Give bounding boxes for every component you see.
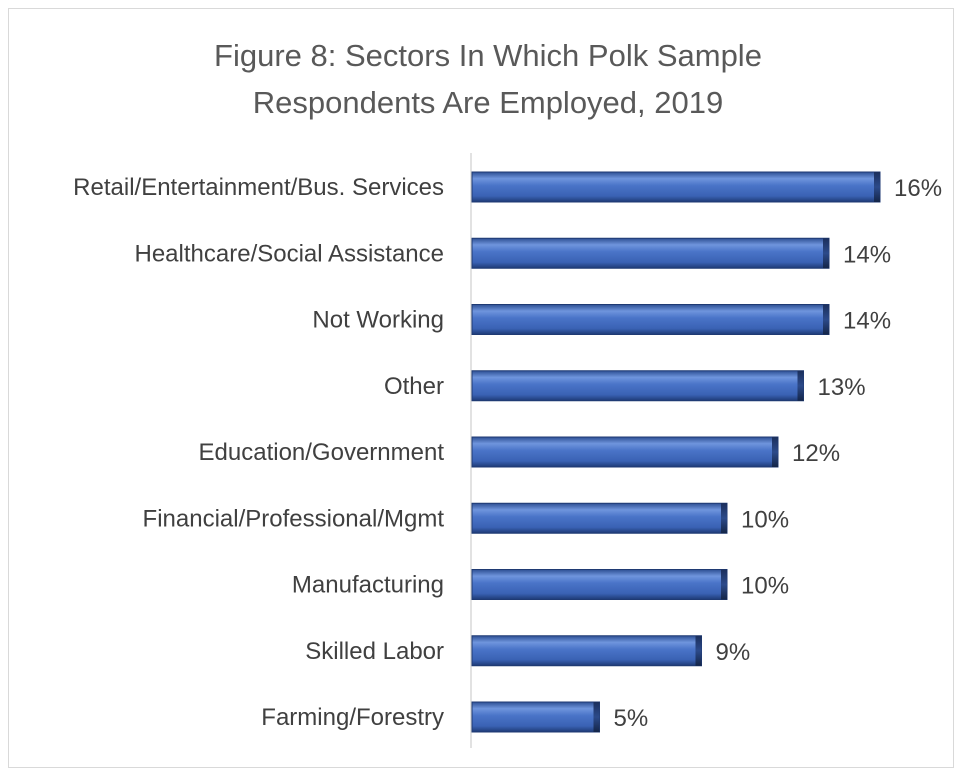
data-label: 12% — [792, 440, 840, 467]
bar — [471, 370, 804, 402]
bar — [471, 237, 830, 269]
bar-end-cap — [721, 569, 727, 600]
bar — [471, 436, 779, 468]
category-label: Healthcare/Social Assistance — [135, 240, 445, 267]
bar-end-cap — [721, 503, 727, 534]
category-label: Education/Government — [199, 439, 445, 466]
category-label: Financial/Professional/Mgmt — [143, 505, 445, 532]
bar-end-cap — [772, 437, 778, 467]
data-label: 14% — [843, 308, 891, 335]
bar-end-cap — [823, 238, 829, 269]
data-label: 9% — [716, 639, 751, 666]
category-label: Skilled Labor — [305, 638, 444, 665]
chart-title-line-2: Respondents Are Employed, 2019 — [252, 85, 724, 120]
data-label: 10% — [741, 506, 789, 533]
category-label: Manufacturing — [292, 572, 444, 599]
bar — [471, 171, 881, 203]
bar-end-cap — [695, 635, 702, 666]
chart-title-line-1: Figure 8: Sectors In Which Polk Sample — [214, 38, 762, 73]
bar-end-cap — [797, 370, 804, 401]
data-label: 13% — [818, 374, 866, 401]
bar-end-cap — [874, 172, 880, 202]
bar-end-cap — [823, 304, 829, 335]
bar — [471, 701, 600, 733]
category-label: Other — [384, 373, 444, 400]
bars-group: Retail/Entertainment/Bus. Services 16% Hea… — [73, 171, 942, 733]
bar-end-cap — [593, 702, 600, 732]
bar — [471, 569, 728, 600]
category-label: Not Working — [312, 307, 444, 334]
bar — [471, 635, 702, 667]
category-label: Retail/Entertainment/Bus. Services — [73, 174, 444, 201]
bar — [471, 304, 830, 335]
data-label: 14% — [843, 241, 891, 268]
category-label: Farming/Forestry — [261, 704, 444, 731]
data-label: 10% — [741, 573, 789, 600]
bar — [471, 502, 728, 534]
data-label: 5% — [614, 705, 649, 732]
data-label: 16% — [894, 175, 942, 202]
